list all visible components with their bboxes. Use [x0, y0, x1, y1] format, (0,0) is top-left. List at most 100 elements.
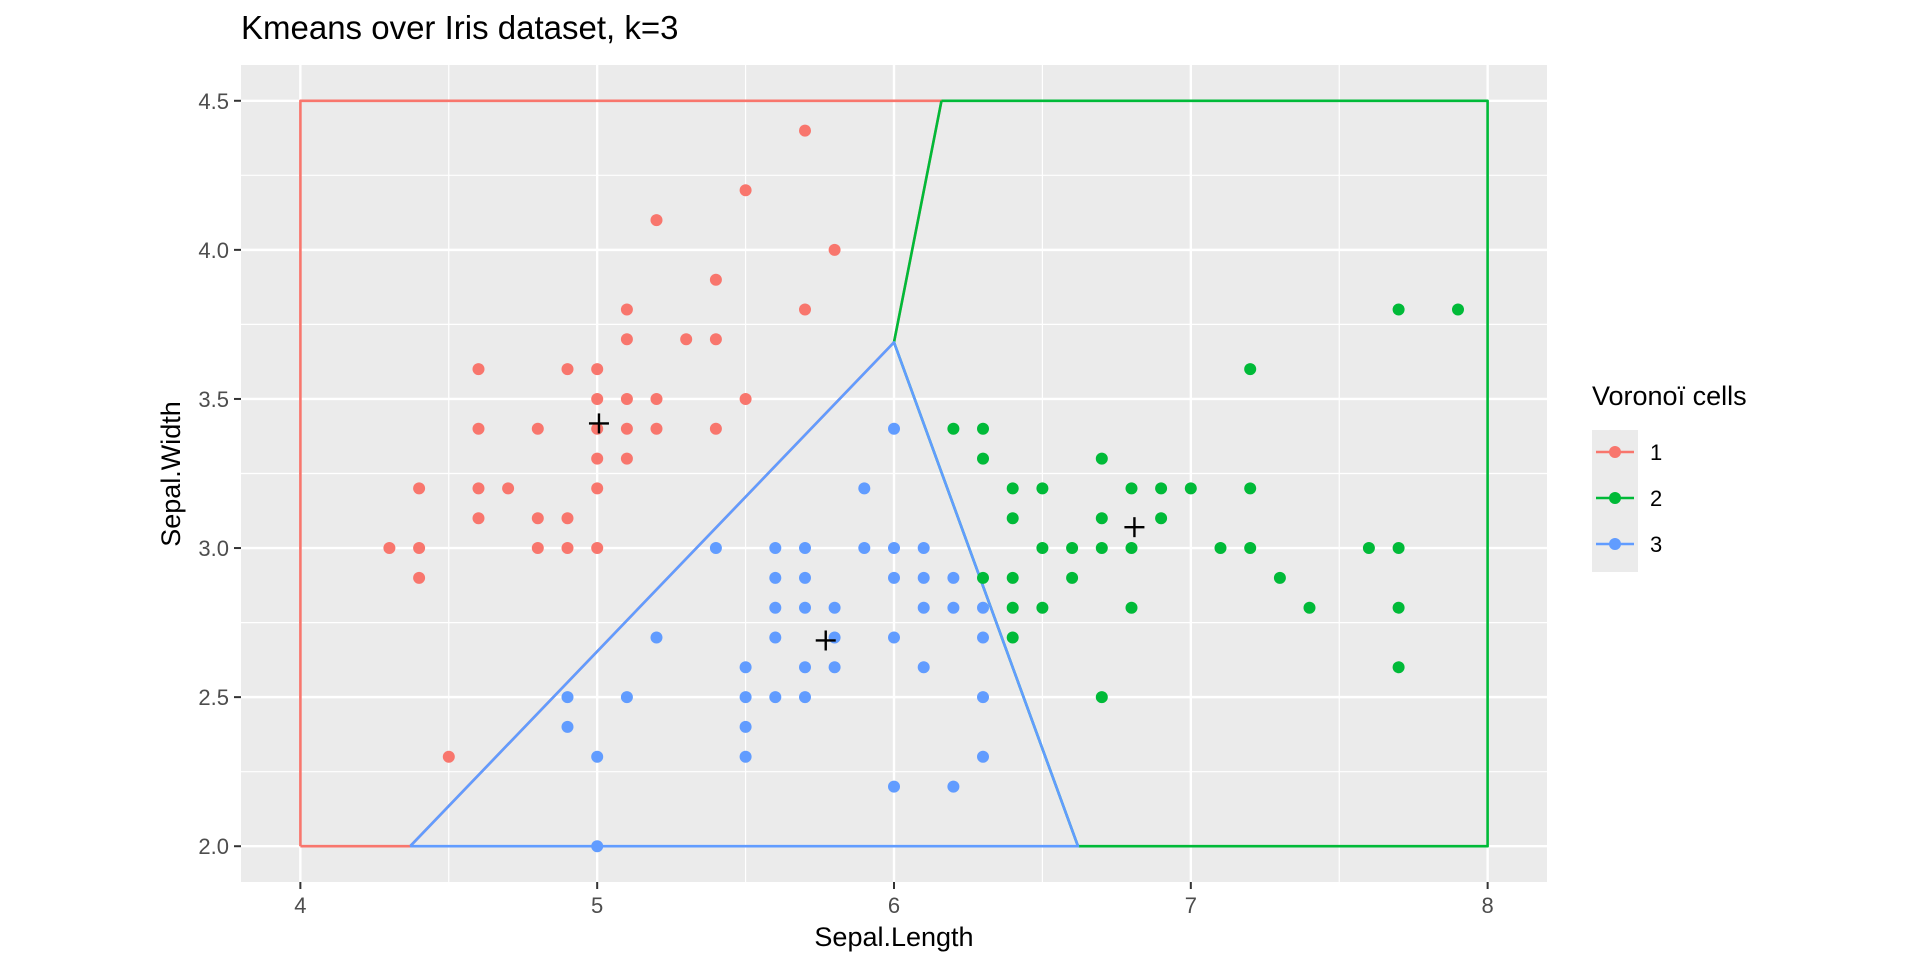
- point-cluster-2: [1006, 512, 1019, 525]
- x-axis-title: Sepal.Length: [814, 922, 973, 952]
- point-cluster-3: [739, 691, 752, 704]
- point-cluster-1: [472, 422, 485, 435]
- point-cluster-3: [828, 601, 841, 614]
- point-cluster-3: [977, 691, 989, 704]
- point-cluster-2: [1125, 601, 1138, 614]
- x-tick-label: 5: [591, 893, 603, 918]
- point-cluster-3: [799, 691, 811, 704]
- legend-swatch: [1609, 446, 1621, 458]
- legend-keys: 1 2 3: [1592, 430, 1662, 572]
- point-cluster-3: [769, 691, 782, 704]
- point-cluster-3: [828, 631, 841, 644]
- point-cluster-3: [947, 780, 960, 793]
- point-cluster-1: [709, 273, 722, 286]
- x-tick-label: 6: [888, 893, 900, 918]
- point-cluster-3: [828, 661, 841, 674]
- point-cluster-3: [917, 571, 930, 584]
- point-cluster-2: [1006, 571, 1019, 584]
- point-cluster-1: [680, 333, 693, 346]
- point-cluster-3: [591, 750, 604, 763]
- point-cluster-1: [591, 482, 604, 495]
- point-cluster-3: [799, 661, 811, 674]
- y-tick-label: 3.5: [198, 387, 229, 412]
- legend-item-1: 1: [1596, 440, 1662, 465]
- point-cluster-1: [620, 422, 633, 435]
- legend-label: 3: [1650, 532, 1662, 557]
- point-cluster-1: [561, 542, 574, 554]
- point-cluster-1: [413, 542, 426, 554]
- y-tick-label: 4.0: [198, 238, 229, 263]
- point-cluster-1: [620, 393, 633, 405]
- point-cluster-3: [947, 571, 960, 584]
- point-cluster-3: [769, 542, 782, 554]
- point-cluster-3: [888, 780, 900, 793]
- legend-swatch: [1609, 492, 1621, 504]
- point-cluster-3: [977, 750, 989, 763]
- point-cluster-2: [1036, 482, 1049, 495]
- voronoi-cell-3: [409, 340, 1080, 848]
- point-cluster-1: [739, 184, 752, 197]
- voronoi-cell-2: [892, 99, 1489, 848]
- point-cluster-1: [591, 452, 604, 465]
- point-cluster-3: [739, 661, 752, 674]
- point-cluster-2: [1155, 512, 1168, 525]
- point-cluster-2: [1184, 482, 1197, 495]
- point-cluster-3: [858, 482, 871, 495]
- legend-item-2: 2: [1596, 486, 1662, 511]
- point-cluster-1: [413, 482, 426, 495]
- point-cluster-2: [1244, 482, 1257, 495]
- point-cluster-1: [531, 422, 544, 435]
- point-cluster-1: [739, 393, 752, 405]
- y-tick-label: 2.5: [198, 685, 229, 710]
- point-cluster-1: [472, 363, 485, 376]
- legend-item-3: 3: [1596, 532, 1662, 557]
- point-cluster-2: [1036, 542, 1049, 554]
- point-cluster-1: [383, 542, 396, 554]
- point-cluster-1: [472, 482, 485, 495]
- point-cluster-1: [799, 124, 811, 137]
- point-cluster-3: [799, 542, 811, 554]
- point-cluster-3: [888, 422, 900, 435]
- point-cluster-1: [591, 363, 604, 376]
- point-cluster-2: [947, 422, 960, 435]
- centroid-marker: [588, 413, 609, 434]
- point-cluster-2: [1036, 601, 1049, 614]
- chart-title: Kmeans over Iris dataset, k=3: [241, 9, 678, 46]
- point-cluster-3: [888, 542, 900, 554]
- point-cluster-3: [620, 691, 633, 704]
- point-cluster-3: [769, 631, 782, 644]
- point-cluster-2: [1066, 542, 1079, 554]
- point-cluster-2: [1244, 542, 1257, 554]
- point-cluster-1: [828, 243, 841, 256]
- point-cluster-2: [1125, 482, 1138, 495]
- point-cluster-3: [561, 720, 574, 733]
- point-cluster-1: [502, 482, 515, 495]
- point-cluster-1: [650, 393, 663, 405]
- point-cluster-2: [1125, 542, 1138, 554]
- point-cluster-3: [888, 631, 900, 644]
- point-cluster-3: [709, 542, 722, 554]
- point-cluster-2: [1362, 542, 1375, 554]
- point-cluster-3: [769, 601, 782, 614]
- y-tick-label: 3.0: [198, 536, 229, 561]
- point-cluster-2: [1244, 363, 1257, 376]
- point-cluster-2: [1095, 512, 1108, 525]
- point-cluster-3: [858, 542, 871, 554]
- point-cluster-3: [799, 571, 811, 584]
- point-cluster-2: [1392, 661, 1405, 674]
- point-cluster-1: [591, 422, 604, 435]
- point-cluster-1: [620, 452, 633, 465]
- point-cluster-3: [947, 601, 960, 614]
- point-cluster-3: [799, 601, 811, 614]
- point-cluster-1: [709, 422, 722, 435]
- point-cluster-2: [1095, 542, 1108, 554]
- point-cluster-2: [1392, 601, 1405, 614]
- point-cluster-3: [977, 631, 989, 644]
- point-cluster-1: [620, 333, 633, 346]
- point-cluster-1: [799, 303, 811, 316]
- y-tick-label: 2.0: [198, 834, 229, 859]
- point-cluster-2: [1066, 571, 1079, 584]
- point-cluster-2: [1392, 303, 1405, 316]
- y-tick-label: 4.5: [198, 89, 229, 114]
